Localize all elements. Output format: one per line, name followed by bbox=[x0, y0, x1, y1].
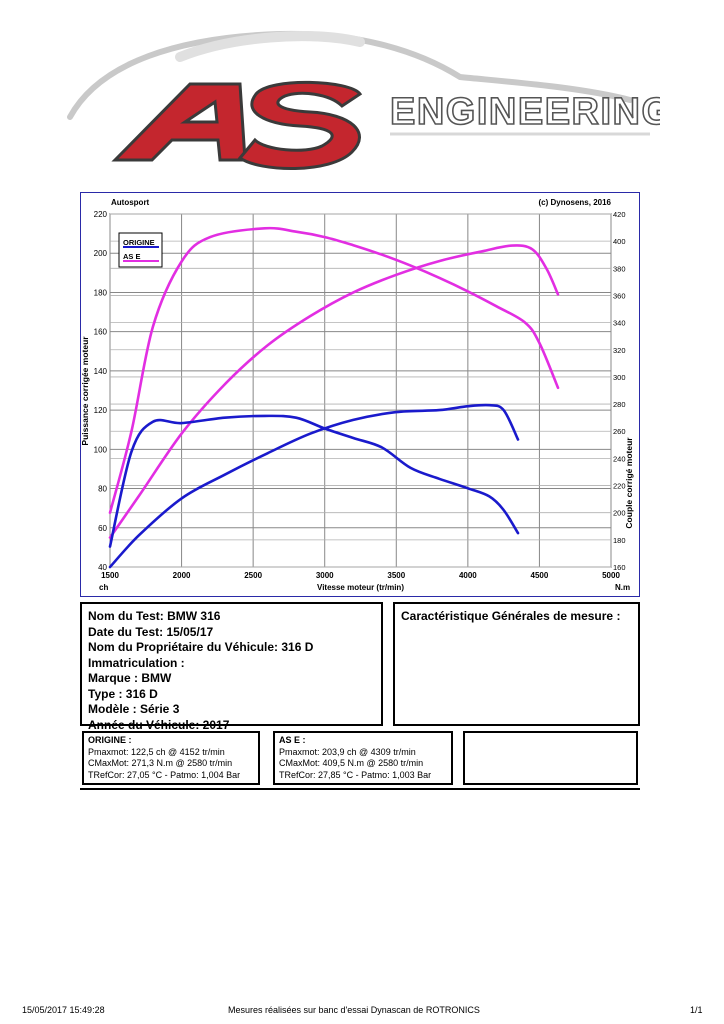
y-left-tick-label: 100 bbox=[94, 445, 108, 454]
dyno-chart: 40 60 80 100 120 140 160 180 200 220 160 180 200 220 2… bbox=[80, 192, 640, 597]
vehicle-year: Année du Véhicule: 2017 bbox=[88, 717, 230, 732]
logo-letter-a bbox=[111, 82, 247, 162]
results-origine-power: Pmaxmot: 122,5 ch @ 4152 tr/min bbox=[88, 746, 225, 757]
model: Modèle : Série 3 bbox=[88, 702, 180, 716]
logo-car-silhouette bbox=[67, 30, 633, 120]
x-axis-label: Vitesse moteur (tr/min) bbox=[317, 583, 404, 592]
x-tick-label: 4500 bbox=[531, 571, 549, 580]
series-line-torque-ase bbox=[108, 226, 560, 514]
y-left-tick-label: 220 bbox=[94, 210, 108, 219]
y-axis-label-left: Puissance corrigée moteur bbox=[81, 336, 90, 446]
y-right-tick-label: 300 bbox=[613, 373, 626, 382]
as-engineering-logo: ENGINEERING bbox=[67, 30, 660, 170]
y-right-tick-label: 340 bbox=[613, 319, 626, 328]
test-date: Date du Test: 15/05/17 bbox=[88, 624, 214, 639]
y-right-tick-label: 280 bbox=[613, 400, 626, 409]
results-ase: AS E : Pmaxmot: 203,9 ch @ 4309 tr/min C… bbox=[273, 731, 453, 785]
x-tick-label: 3000 bbox=[316, 571, 334, 580]
test-name: Nom du Test: BMW 316 bbox=[88, 609, 221, 623]
chart-header-right: (c) Dynosens, 2016 bbox=[539, 198, 612, 207]
y-right-tick-label: 400 bbox=[613, 237, 626, 246]
logo-car-roof bbox=[175, 31, 365, 62]
measurement-characteristics-box: Caractéristique Générales de mesure : bbox=[393, 602, 640, 726]
results-origine-title: ORIGINE : bbox=[88, 735, 132, 745]
series-line-torque-origine bbox=[108, 414, 520, 548]
y-right-tick-label: 260 bbox=[613, 427, 626, 436]
x-tick-label: 3500 bbox=[387, 571, 405, 580]
x-axis-unit-right: N.m bbox=[615, 583, 630, 592]
results-origine-conditions: TRefCor: 27,05 °C - Patmo: 1,004 Bar bbox=[88, 769, 241, 780]
results-ase-power: Pmaxmot: 203,9 ch @ 4309 tr/min bbox=[279, 746, 416, 757]
plot-area bbox=[109, 213, 612, 568]
dyno-chart-svg: 40 60 80 100 120 140 160 180 200 220 160 180 200 220 2… bbox=[81, 198, 634, 592]
y-left-tick-label: 60 bbox=[98, 524, 107, 533]
y-right-tick-label: 320 bbox=[613, 346, 626, 355]
logo-word-engineering: ENGINEERING bbox=[390, 91, 660, 133]
results-ase-title: AS E : bbox=[279, 735, 306, 745]
legend-label: ORIGINE bbox=[123, 238, 155, 247]
y-left-tick-label: 120 bbox=[94, 406, 108, 415]
x-tick-label: 5000 bbox=[602, 571, 620, 580]
footer-datetime: 15/05/2017 15:49:28 bbox=[22, 1005, 105, 1015]
logo-letter-s bbox=[237, 80, 363, 170]
results-ase-torque: CMaxMot: 409,5 N.m @ 2580 tr/min bbox=[279, 758, 424, 768]
y-left-tick-label: 80 bbox=[98, 485, 107, 494]
measurement-characteristics-title: Caractéristique Générales de mesure : bbox=[401, 609, 621, 623]
y-left-tick-label: 40 bbox=[98, 563, 107, 572]
x-axis-unit-left: ch bbox=[99, 583, 108, 592]
y-right-tick-label: 160 bbox=[613, 563, 626, 572]
x-tick-label: 2500 bbox=[244, 571, 262, 580]
y-right-tick-label: 180 bbox=[613, 536, 626, 545]
y-right-tick-label: 200 bbox=[613, 509, 626, 518]
y-left-tick-label: 160 bbox=[94, 328, 108, 337]
y-right-tick-label: 220 bbox=[613, 482, 626, 491]
x-tick-label: 1500 bbox=[101, 571, 119, 580]
footer-bench-note: Mesures réalisées sur banc d'essai Dynas… bbox=[228, 1005, 480, 1015]
x-tick-label: 2000 bbox=[173, 571, 191, 580]
type: Type : 316 D bbox=[88, 686, 158, 701]
y-right-tick-label: 360 bbox=[613, 291, 626, 300]
results-ase-conditions: TRefCor: 27,85 °C - Patmo: 1,003 Bar bbox=[279, 769, 432, 780]
legend-label: AS E bbox=[123, 252, 141, 261]
y-left-tick-label: 180 bbox=[94, 288, 108, 297]
y-axis-label-right: Couple corrigé moteur bbox=[624, 437, 634, 529]
results-origine: ORIGINE : Pmaxmot: 122,5 ch @ 4152 tr/mi… bbox=[82, 731, 260, 785]
results-empty-box bbox=[463, 731, 638, 785]
chart-header-left: Autosport bbox=[111, 198, 150, 207]
make: Marque : BMW bbox=[88, 671, 172, 685]
y-right-tick-label: 420 bbox=[613, 210, 626, 219]
y-right-tick-label: 380 bbox=[613, 264, 626, 273]
y-left-tick-label: 140 bbox=[94, 367, 108, 376]
y-right-tick-label: 240 bbox=[613, 454, 626, 463]
x-tick-label: 4000 bbox=[459, 571, 477, 580]
footer-page: 1/1 bbox=[690, 1005, 703, 1015]
registration: Immatriculation : bbox=[88, 655, 185, 670]
owner-name: Nom du Propriétaire du Véhicule: 316 D bbox=[88, 640, 314, 654]
test-info-box: Nom du Test: BMW 316 Date du Test: 15/05… bbox=[80, 602, 383, 732]
series-line-power-origine bbox=[108, 403, 520, 569]
results-origine-torque: CMaxMot: 271,3 N.m @ 2580 tr/min bbox=[88, 758, 233, 768]
y-left-tick-label: 200 bbox=[94, 249, 108, 258]
results-frame bbox=[80, 729, 640, 790]
series-line-power-ase bbox=[108, 244, 560, 539]
